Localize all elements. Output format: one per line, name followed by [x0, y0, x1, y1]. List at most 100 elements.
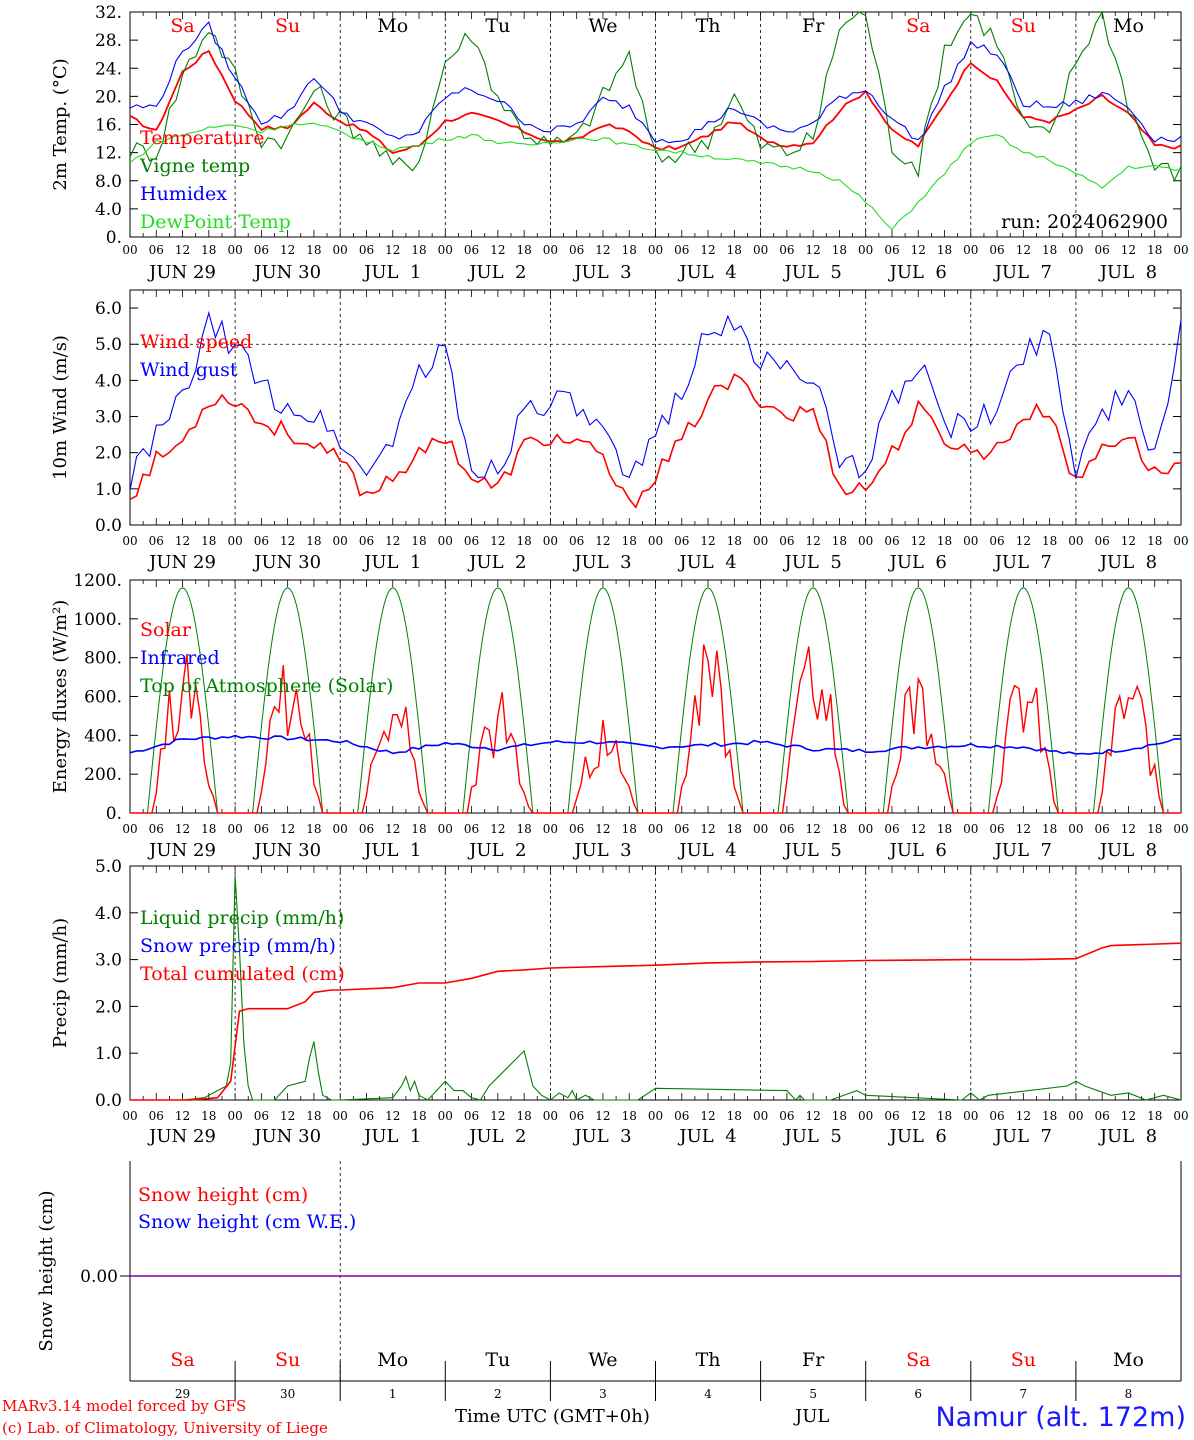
energy-hour-tick-label: 00	[122, 822, 137, 836]
wind-hour-tick-label: 00	[1068, 534, 1083, 548]
energy-hour-tick-label: 06	[359, 822, 374, 836]
energy-hour-tick-label: 12	[1121, 822, 1136, 836]
snow-day-number-label: 5	[809, 1387, 817, 1401]
energy-hour-tick-label: 00	[858, 822, 873, 836]
wind-legend-entry: Wind speed	[140, 331, 252, 353]
wind-hour-tick-label: 06	[674, 534, 689, 548]
wind-hour-tick-label: 12	[806, 534, 821, 548]
snow-day-number-label: 2	[494, 1387, 502, 1401]
energy-hour-tick-label: 12	[385, 822, 400, 836]
energy-y-tick-label: 200.	[84, 765, 122, 785]
wind-hour-tick-label: 06	[149, 534, 164, 548]
snow-day-number-label: 3	[599, 1387, 607, 1401]
wind-date-label: JUN 30	[252, 552, 321, 573]
precip-hour-tick-label: 06	[149, 1109, 164, 1123]
wind-y-tick-label: 1.0	[95, 480, 122, 500]
precip-hour-tick-label: 12	[385, 1109, 400, 1123]
wind-date-label: JUN 29	[147, 552, 216, 573]
energy-hour-tick-label: 18	[306, 822, 321, 836]
wind-hour-tick-label: 00	[333, 534, 348, 548]
energy-hour-tick-label: 12	[806, 822, 821, 836]
energy-hour-tick-label: 18	[1042, 822, 1057, 836]
temp-hour-tick-label: 00	[227, 243, 242, 257]
temp-series-line	[129, 122, 1182, 231]
temp-hour-tick-label: 12	[175, 243, 190, 257]
precip-hour-tick-label: 00	[858, 1109, 873, 1123]
wind-hour-tick-label: 00	[543, 534, 558, 548]
precip-y-tick-label: 2.0	[95, 997, 122, 1017]
wind-hour-tick-label: 12	[280, 534, 295, 548]
wind-hour-tick-label: 00	[122, 534, 137, 548]
wind-hour-tick-label: 18	[201, 534, 216, 548]
energy-date-label: JUL 8	[1098, 840, 1157, 861]
precip-hour-tick-label: 00	[1068, 1109, 1083, 1123]
wind-hour-tick-label: 06	[464, 534, 479, 548]
temp-hour-tick-label: 06	[674, 243, 689, 257]
wind-y-tick-label: 4.0	[95, 371, 122, 391]
wind-hour-tick-label: 06	[359, 534, 374, 548]
precip-hour-tick-label: 06	[1095, 1109, 1110, 1123]
temp-hour-tick-label: 00	[753, 243, 768, 257]
precip-y-tick-label: 1.0	[95, 1044, 122, 1064]
wind-hour-tick-label: 18	[622, 534, 637, 548]
precip-y-tick-label: 0.0	[95, 1091, 122, 1111]
temp-hour-tick-label: 00	[333, 243, 348, 257]
precip-hour-tick-label: 06	[569, 1109, 584, 1123]
precip-date-label: JUL 4	[677, 1126, 736, 1147]
wind-date-label: JUL 6	[888, 552, 947, 573]
wind-hour-tick-label: 18	[937, 534, 952, 548]
wind-hour-tick-label: 12	[1121, 534, 1136, 548]
temp-hour-tick-label: 06	[464, 243, 479, 257]
temp-day-name-label: Sa	[906, 15, 930, 37]
precip-hour-tick-label: 18	[1147, 1109, 1162, 1123]
wind-y-tick-label: 3.0	[95, 408, 122, 428]
energy-hour-tick-label: 06	[989, 822, 1004, 836]
energy-date-label: JUL 5	[783, 840, 842, 861]
temp-y-tick-label: 24.	[95, 59, 122, 79]
wind-hour-tick-label: 12	[595, 534, 610, 548]
snow-day-name-label: Sa	[906, 1349, 930, 1371]
temp-hour-tick-label: 00	[1068, 243, 1083, 257]
x-axis-month: JUL	[795, 1406, 830, 1427]
precip-y-tick-label: 4.0	[95, 904, 122, 924]
wind-hour-tick-label: 00	[438, 534, 453, 548]
precip-liquid-line	[130, 875, 1182, 1101]
energy-hour-tick-label: 06	[674, 822, 689, 836]
temp-hour-tick-label: 12	[595, 243, 610, 257]
wind-hour-tick-label: 06	[989, 534, 1004, 548]
energy-hour-tick-label: 12	[175, 822, 190, 836]
energy-date-label: JUN 30	[252, 840, 321, 861]
precip-date-label: JUL 2	[467, 1126, 526, 1147]
temp-hour-tick-label: 18	[937, 243, 952, 257]
temp-hour-tick-label: 06	[569, 243, 584, 257]
wind-hour-tick-label: 00	[858, 534, 873, 548]
temp-day-name-label: Th	[696, 15, 721, 37]
temp-hour-tick-label: 18	[516, 243, 531, 257]
temp-hour-tick-label: 06	[254, 243, 269, 257]
snow-day-name-label: Sa	[170, 1349, 194, 1371]
temp-hour-tick-label: 18	[306, 243, 321, 257]
energy-infrared-line	[129, 734, 1182, 756]
precip-hour-tick-label: 12	[490, 1109, 505, 1123]
precip-hour-tick-label: 06	[359, 1109, 374, 1123]
wind-date-label: JUL 1	[362, 552, 421, 573]
temp-hour-tick-label: 00	[1173, 243, 1188, 257]
temp-series-line	[129, 49, 1182, 155]
temp-hour-tick-label: 18	[201, 243, 216, 257]
precip-hour-tick-label: 00	[122, 1109, 137, 1123]
temp-date-label: JUN 29	[147, 262, 216, 283]
temp-hour-tick-label: 00	[648, 243, 663, 257]
temp-hour-tick-label: 12	[1016, 243, 1031, 257]
snow-legend-entry: Snow height (cm W.E.)	[138, 1211, 356, 1233]
precip-hour-tick-label: 06	[254, 1109, 269, 1123]
precip-legend-entry: Snow precip (mm/h)	[140, 935, 336, 957]
energy-hour-tick-label: 00	[753, 822, 768, 836]
wind-y-tick-label: 2.0	[95, 444, 122, 464]
energy-y-axis-label: Energy fluxes (W/m²)	[50, 600, 71, 794]
wind-series-line	[129, 310, 1182, 491]
wind-hour-tick-label: 18	[1147, 534, 1162, 548]
energy-hour-tick-label: 18	[201, 822, 216, 836]
energy-hour-tick-label: 18	[832, 822, 847, 836]
temp-day-name-label: Sa	[170, 15, 194, 37]
wind-hour-tick-label: 12	[700, 534, 715, 548]
